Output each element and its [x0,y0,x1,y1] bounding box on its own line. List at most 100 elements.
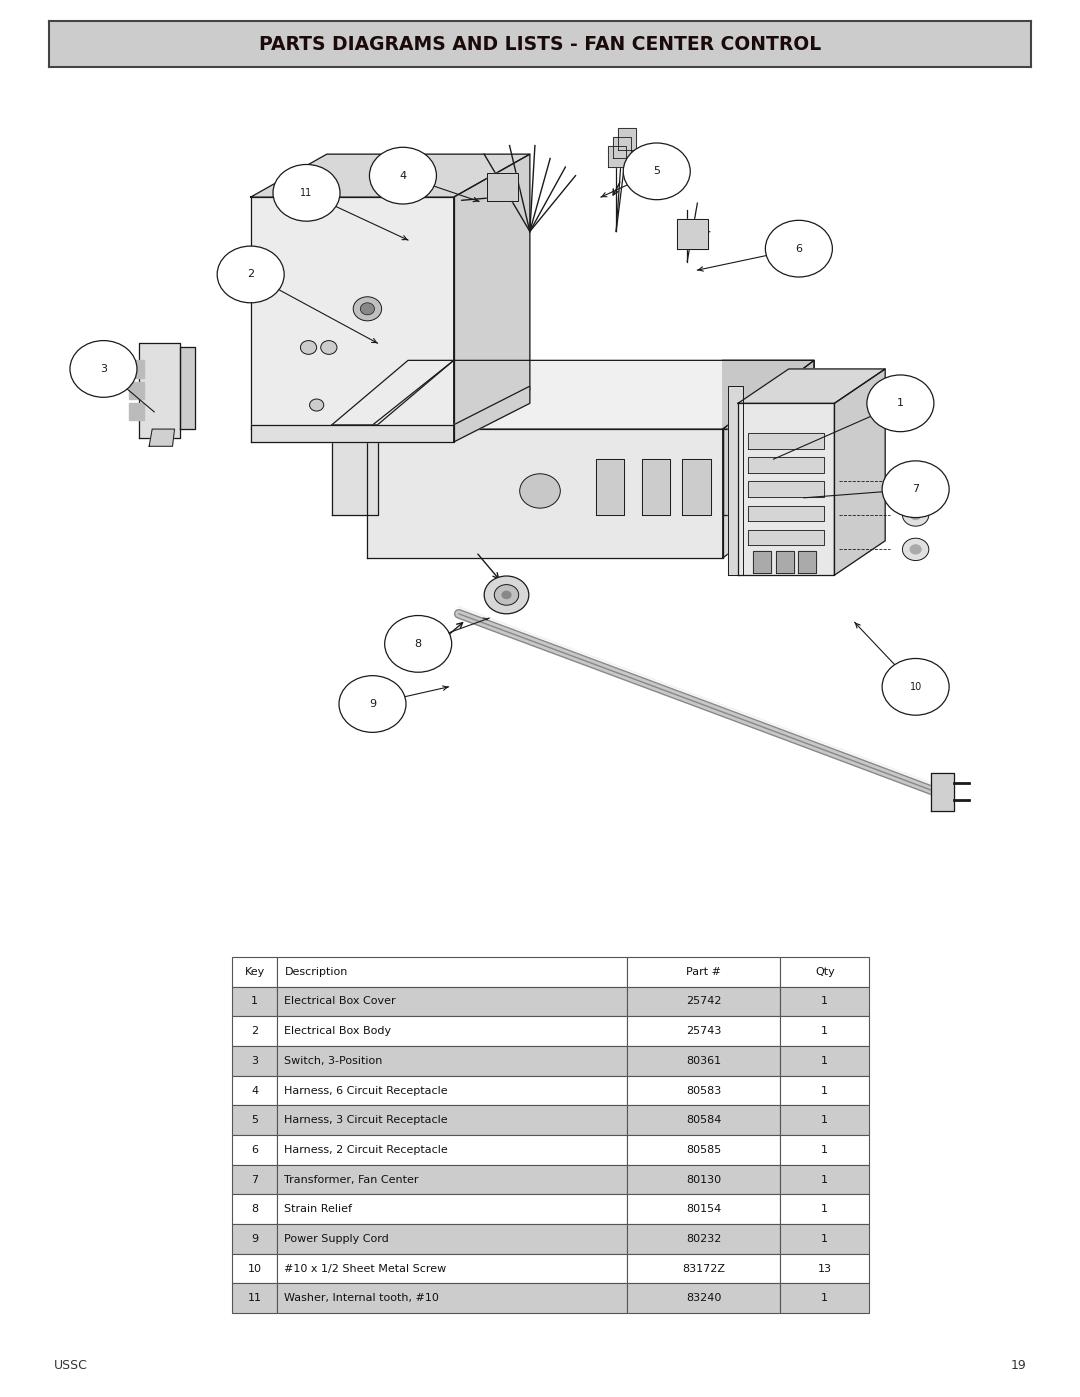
Text: 8: 8 [251,1204,258,1214]
Bar [276,1134,627,1165]
Text: 2: 2 [251,1027,258,1037]
Bar [780,1017,869,1046]
Text: 1: 1 [821,1175,828,1185]
Bar [276,1046,627,1076]
Circle shape [882,658,949,715]
Text: 1: 1 [821,1027,828,1037]
Polygon shape [677,218,707,249]
Circle shape [353,296,381,321]
Text: Harness, 3 Circuit Receptacle: Harness, 3 Circuit Receptacle [284,1115,448,1125]
Circle shape [909,510,921,520]
Text: 7: 7 [251,1175,258,1185]
Text: 80232: 80232 [686,1234,721,1243]
Polygon shape [608,145,626,168]
Bar [627,1046,780,1076]
Text: Transformer, Fan Center: Transformer, Fan Center [284,1175,419,1185]
Bar [627,1076,780,1105]
Circle shape [384,616,451,672]
Circle shape [484,576,529,613]
Circle shape [361,303,375,314]
Polygon shape [129,404,144,420]
Text: 7: 7 [913,485,919,495]
Bar [232,1255,276,1284]
Polygon shape [129,381,144,400]
Text: 6: 6 [795,243,802,254]
Polygon shape [332,360,454,425]
Text: 8: 8 [415,638,421,648]
Text: 9: 9 [369,698,376,710]
Text: Harness, 2 Circuit Receptacle: Harness, 2 Circuit Receptacle [284,1146,448,1155]
Polygon shape [723,360,814,429]
Text: 1: 1 [821,1056,828,1066]
Text: 19: 19 [1010,1359,1026,1372]
Bar [780,1134,869,1165]
Text: Harness, 6 Circuit Receptacle: Harness, 6 Circuit Receptacle [284,1085,448,1095]
Text: 83172Z: 83172Z [683,1264,726,1274]
Text: Description: Description [284,967,348,977]
Polygon shape [596,460,624,515]
Text: 1: 1 [821,1146,828,1155]
Text: 1: 1 [821,1085,828,1095]
Polygon shape [683,460,711,515]
Bar [232,1165,276,1194]
Polygon shape [748,433,824,448]
Polygon shape [454,154,530,429]
Polygon shape [149,429,175,446]
Text: 3: 3 [100,365,107,374]
Bar [780,986,869,1017]
Bar [627,1194,780,1224]
Circle shape [300,341,316,355]
Bar [276,986,627,1017]
Bar [276,1165,627,1194]
Bar [232,957,276,986]
Polygon shape [723,429,764,515]
Circle shape [766,221,833,277]
Polygon shape [931,773,955,810]
Text: 80361: 80361 [686,1056,721,1066]
Polygon shape [367,360,814,429]
Circle shape [339,676,406,732]
Bar [780,1255,869,1284]
Polygon shape [367,429,723,557]
Polygon shape [642,460,670,515]
Text: 80584: 80584 [686,1115,721,1125]
Polygon shape [728,386,743,576]
Polygon shape [748,506,824,521]
Bar [232,1134,276,1165]
Bar [232,986,276,1017]
Text: 1: 1 [251,996,258,1006]
Bar [780,1076,869,1105]
Text: 80130: 80130 [686,1175,721,1185]
Bar [780,1194,869,1224]
Polygon shape [487,173,517,201]
Text: 25742: 25742 [686,996,721,1006]
Text: Part #: Part # [686,967,721,977]
Bar [780,1224,869,1255]
Text: 1: 1 [821,1234,828,1243]
Text: 1: 1 [821,996,828,1006]
Polygon shape [251,154,530,197]
Bar [780,1105,869,1134]
Bar [232,1017,276,1046]
Text: 1: 1 [821,1115,828,1125]
Bar [627,1165,780,1194]
Text: 13: 13 [818,1264,832,1274]
Text: Key: Key [244,967,265,977]
Text: PARTS DIAGRAMS AND LISTS - FAN CENTER CONTROL: PARTS DIAGRAMS AND LISTS - FAN CENTER CO… [259,35,821,53]
Text: Washer, Internal tooth, #10: Washer, Internal tooth, #10 [284,1294,440,1303]
Bar [276,1017,627,1046]
Polygon shape [748,482,824,497]
Text: 11: 11 [247,1294,261,1303]
Circle shape [501,591,512,599]
Polygon shape [748,457,824,474]
Text: 4: 4 [251,1085,258,1095]
Text: 3: 3 [251,1056,258,1066]
Bar [780,1165,869,1194]
Circle shape [903,469,929,492]
Circle shape [903,504,929,527]
Bar [232,1076,276,1105]
Bar [232,1046,276,1076]
Bar [276,957,627,986]
Bar [627,1255,780,1284]
Text: 1: 1 [821,1204,828,1214]
